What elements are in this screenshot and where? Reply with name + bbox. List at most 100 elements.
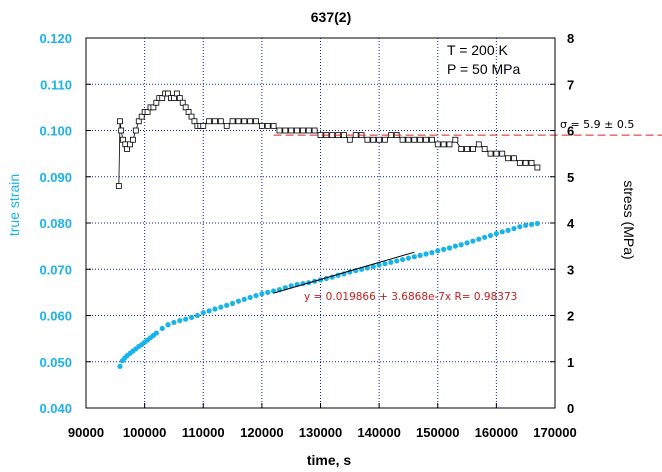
x-tick-label: 140000 <box>357 425 400 440</box>
strain-point <box>212 306 218 312</box>
stress-point <box>165 90 171 97</box>
stress-point <box>522 159 529 166</box>
strain-point <box>253 293 259 299</box>
y-left-tick-label: 0.120 <box>39 31 72 46</box>
chart-title: 637(2) <box>311 9 351 25</box>
y-left-tick-label: 0.100 <box>39 124 72 139</box>
stress-point <box>452 136 459 143</box>
y-left-tick-label: 0.040 <box>39 401 72 416</box>
grid-layer <box>86 38 555 408</box>
strain-point <box>153 330 159 336</box>
stress-point <box>115 183 122 189</box>
strain-point <box>487 232 494 239</box>
y-left-tick-label: 0.070 <box>39 262 72 277</box>
stress-point <box>135 118 142 125</box>
stress-point <box>200 122 207 129</box>
stress-point <box>212 118 218 125</box>
stress-point <box>223 122 230 129</box>
stress-point <box>127 141 133 148</box>
stress-point <box>423 136 429 143</box>
x-tick-label: 100000 <box>123 425 166 440</box>
stress-point <box>182 104 189 111</box>
y-left-tick-label: 0.050 <box>39 355 72 370</box>
stress-point <box>276 127 283 134</box>
stress-point <box>235 118 242 125</box>
y-left-tick-label: 0.090 <box>39 170 72 185</box>
strain-point <box>482 234 488 240</box>
x-tick-label: 170000 <box>533 425 576 440</box>
stress-point <box>176 95 183 102</box>
stress-point <box>241 118 248 125</box>
strain-point <box>446 245 453 251</box>
strain-point <box>206 308 212 314</box>
strain-point <box>399 256 406 263</box>
stress-point <box>382 136 388 143</box>
strain-point <box>499 229 505 235</box>
x-tick-label: 90000 <box>68 425 104 440</box>
stress-point <box>144 109 151 115</box>
strain-point <box>423 251 429 257</box>
strain-point <box>505 227 511 233</box>
stress-point <box>470 146 476 152</box>
y-right-tick-label: 1 <box>567 355 574 370</box>
x-tick-label: 120000 <box>240 425 283 440</box>
strain-point <box>188 314 195 320</box>
stress-point <box>464 146 470 152</box>
stress-point <box>217 118 224 125</box>
strain-point <box>159 325 165 332</box>
strain-point <box>218 304 224 310</box>
strain-point <box>429 250 435 256</box>
x-tick-label: 110000 <box>182 425 225 440</box>
stress-point <box>258 122 265 129</box>
y-right-axis-label: stress (MPa) <box>621 180 637 259</box>
stress-point <box>411 136 418 143</box>
strain-point <box>523 222 529 228</box>
strain-point <box>165 322 171 328</box>
y-left-axis-label: true strain <box>6 174 22 236</box>
stress-point <box>270 122 277 129</box>
strain-point <box>177 317 183 324</box>
stress-point <box>229 118 236 125</box>
strain-point <box>435 248 441 254</box>
strain-point <box>394 258 400 264</box>
stress-point <box>264 122 271 129</box>
stress-point <box>117 118 123 125</box>
pressure-annotation: P = 50 MPa <box>447 61 521 77</box>
strain-point <box>259 291 265 297</box>
stress-point <box>300 127 306 134</box>
strain-point <box>241 296 247 302</box>
stress-point <box>173 90 180 97</box>
strain-point <box>376 262 382 268</box>
strain-point <box>183 316 189 322</box>
sigma-annotation: σ = 5.9 ± 0.5 <box>560 118 634 131</box>
stress-point <box>458 146 465 152</box>
stress-point <box>505 155 512 162</box>
y-right-tick-label: 3 <box>567 262 574 277</box>
stress-point <box>150 104 157 111</box>
strain-point <box>247 294 253 301</box>
stress-point <box>434 141 441 148</box>
stress-series <box>115 90 541 189</box>
stress-point <box>118 127 125 134</box>
stress-point <box>294 127 300 134</box>
fit-equation-annotation: y = 0.019866 + 3.6868e-7x R= 0.98373 <box>304 291 517 303</box>
strain-point <box>117 363 123 369</box>
x-tick-label: 150000 <box>416 425 459 440</box>
y-left-tick-label: 0.060 <box>39 309 72 324</box>
strain-point <box>517 224 523 230</box>
strain-point <box>224 302 230 308</box>
stress-point <box>124 146 130 152</box>
stress-point <box>159 95 166 102</box>
y-right-tick-label: 8 <box>567 31 574 46</box>
stress-point <box>440 141 447 148</box>
strain-point <box>417 252 423 258</box>
fit-layer <box>273 251 415 294</box>
x-tick-label: 130000 <box>299 425 342 440</box>
strain-point <box>470 238 476 244</box>
x-tick-label: 160000 <box>475 425 518 440</box>
stress-point <box>364 136 371 143</box>
stress-point <box>481 146 488 152</box>
strain-point <box>452 243 458 249</box>
strain-point <box>171 319 177 326</box>
